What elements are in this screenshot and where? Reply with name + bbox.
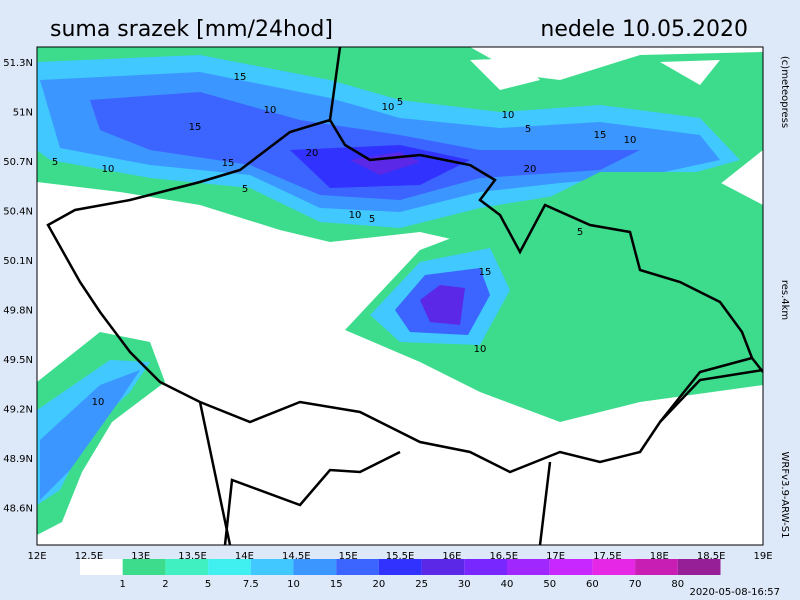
- lon-label: 12.5E: [75, 551, 104, 562]
- contour-label: 5: [577, 227, 583, 238]
- contour-label: 20: [306, 148, 319, 159]
- legend-label: 25: [415, 579, 428, 590]
- lon-label: 19E: [754, 551, 773, 562]
- precip-area: [420, 285, 465, 325]
- lon-label: 16.5E: [489, 551, 518, 562]
- contour-label: 10: [102, 164, 115, 175]
- lat-label: 48.6N: [3, 504, 33, 515]
- legend-swatch: [464, 559, 507, 575]
- contour-label: 20: [524, 164, 537, 175]
- lat-label: 51.3N: [3, 58, 33, 69]
- legend-label: 60: [586, 579, 599, 590]
- lon-label: 13E: [131, 551, 150, 562]
- contour-label: 5: [369, 214, 375, 225]
- legend-swatch: [677, 559, 721, 575]
- legend-swatch: [250, 559, 294, 575]
- contour-label: 5: [242, 184, 248, 195]
- legend-label: 1: [120, 579, 126, 590]
- legend-swatch: [378, 559, 422, 575]
- contour-label: 15: [479, 267, 492, 278]
- contour-label: 10: [264, 105, 277, 116]
- lon-label: 17.5E: [593, 551, 622, 562]
- lon-label: 13.5E: [178, 551, 207, 562]
- legend-swatch: [592, 559, 636, 575]
- contour-label: 15: [594, 130, 607, 141]
- date: nedele 10.05.2020: [540, 17, 748, 42]
- legend-label: 5: [205, 579, 211, 590]
- legend-label: 7.5: [243, 579, 259, 590]
- contour-label: 5: [397, 97, 403, 108]
- legend-swatch: [635, 559, 678, 575]
- legend-label: 50: [543, 579, 556, 590]
- contour-label: 5: [52, 157, 58, 168]
- legend-swatch: [122, 559, 166, 575]
- legend-label: 20: [373, 579, 386, 590]
- lon-label: 16E: [442, 551, 461, 562]
- dry-area: [470, 58, 720, 90]
- legend-swatch: [293, 559, 337, 575]
- legend-label: 80: [671, 579, 684, 590]
- contour-label: 15: [234, 72, 247, 83]
- lat-label: 51N: [13, 108, 33, 119]
- lon-label: 15.5E: [386, 551, 415, 562]
- legend-swatch: [336, 559, 379, 575]
- map-frame: [36, 46, 764, 546]
- lat-label: 49.5N: [3, 355, 33, 366]
- lat-label: 48.9N: [3, 454, 33, 465]
- lon-label: 18E: [650, 551, 669, 562]
- contour-label: 10: [349, 210, 362, 221]
- lat-label: 50.4N: [3, 207, 33, 218]
- lon-label: 17E: [546, 551, 565, 562]
- contour-label: 10: [624, 135, 637, 146]
- lon-label: 14.5E: [282, 551, 311, 562]
- contour-label: 15: [189, 122, 202, 133]
- legend-swatch: [421, 559, 465, 575]
- legend-swatch: [165, 559, 209, 575]
- legend-label: 2: [162, 579, 168, 590]
- legend-label: 10: [287, 579, 300, 590]
- timestamp: 2020-05-08-16:57: [689, 587, 780, 598]
- contour-label: 15: [222, 158, 235, 169]
- lat-label: 49.2N: [3, 405, 33, 416]
- legend-swatch: [208, 559, 251, 575]
- lon-label: 12E: [27, 551, 46, 562]
- lon-label: 14E: [235, 551, 254, 562]
- precip-area: [345, 172, 763, 422]
- precip-field: [37, 47, 763, 545]
- copyright: (c)meteopress: [779, 56, 790, 128]
- contour-label: 10: [382, 102, 395, 113]
- model-info: WRFv3.9-ARW-S1: [779, 452, 790, 539]
- lon-label: 18.5E: [697, 551, 726, 562]
- contour-label: 5: [525, 124, 531, 135]
- legend-swatch: [80, 559, 123, 575]
- lat-label: 50.7N: [3, 157, 33, 168]
- legend-label: 30: [458, 579, 471, 590]
- contour-label: 10: [502, 110, 515, 121]
- legend-label: 15: [330, 579, 343, 590]
- precip-area: [90, 92, 640, 200]
- title: suma srazek [mm/24hod]: [50, 17, 333, 42]
- resolution: res.4km: [779, 280, 790, 320]
- lon-label: 15E: [339, 551, 358, 562]
- precip-area: [40, 370, 140, 500]
- contour-label: 10: [92, 397, 105, 408]
- lat-label: 50.1N: [3, 256, 33, 267]
- legend-swatch: [549, 559, 593, 575]
- contour-label: 10: [474, 344, 487, 355]
- legend-label: 40: [501, 579, 514, 590]
- lat-label: 49.8N: [3, 306, 33, 317]
- legend-label: 70: [629, 579, 642, 590]
- borders: [46, 47, 763, 545]
- legend-swatch: [507, 559, 550, 575]
